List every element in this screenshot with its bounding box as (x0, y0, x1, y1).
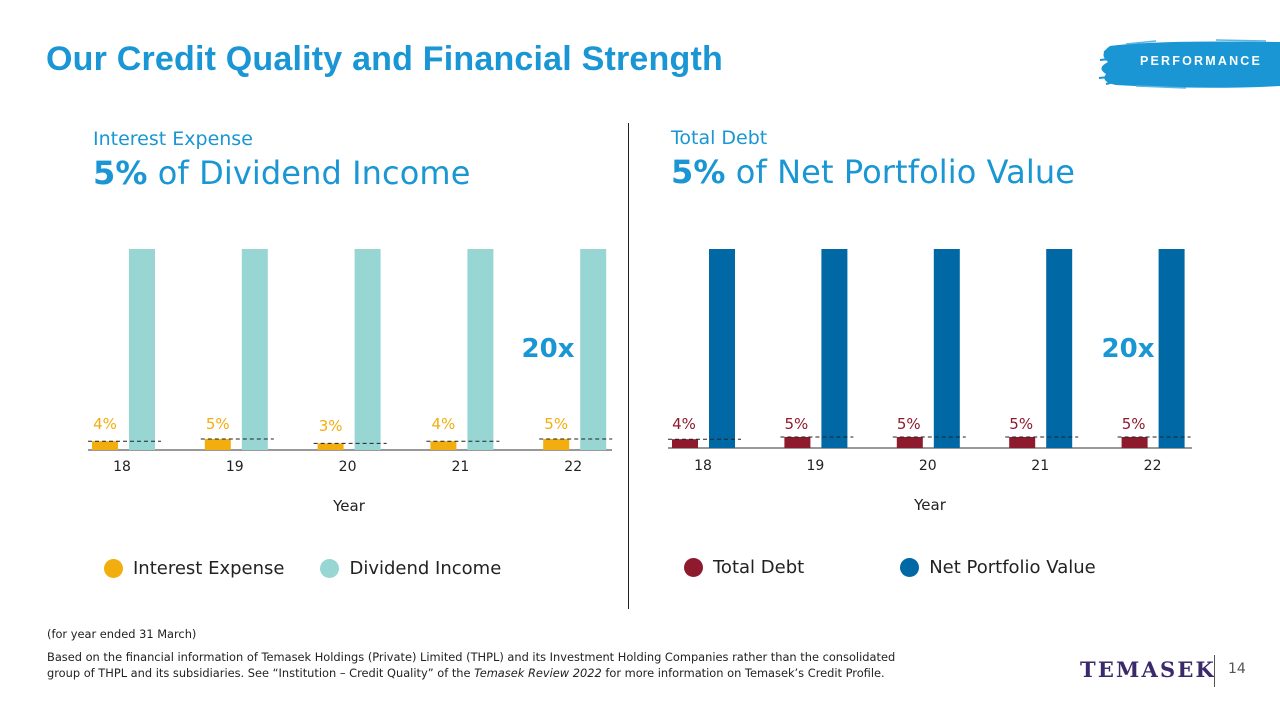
legend-item-interest-expense: Interest Expense (104, 558, 284, 579)
section-badge-label: PERFORMANCE (1139, 54, 1263, 68)
bar-interest-expense (204, 439, 231, 450)
bar-interest-expense (317, 443, 344, 450)
bar-net-portfolio-value (709, 249, 735, 448)
left-headline-text: of Dividend Income (147, 154, 471, 192)
dividend-income-swatch-icon (320, 559, 340, 578)
x-tick-label: 21 (1031, 458, 1049, 474)
legend-label: Dividend Income (349, 558, 502, 579)
x-tick-label: 19 (226, 459, 244, 475)
bar-total-debt (784, 437, 811, 448)
x-tick-label: 18 (694, 458, 712, 474)
bar-net-portfolio-value (1046, 249, 1073, 448)
ratio-annotation: 20x (1102, 334, 1155, 364)
data-label: 3% (319, 417, 343, 435)
footnote-basis-line2a: group of THPL and its subsidiaries. See … (47, 666, 475, 680)
footnote-basis-line1: Based on the financial information of Te… (47, 650, 896, 664)
x-tick-label: 19 (806, 458, 824, 474)
legend-label: Net Portfolio Value (929, 557, 1096, 578)
right-headline-percent: 5% (671, 153, 726, 191)
bar-total-debt (896, 437, 923, 448)
right-panel-headline: 5% of Net Portfolio Value (671, 153, 1075, 191)
data-label: 4% (672, 415, 696, 433)
data-label: 5% (544, 415, 568, 433)
brush-stroke-icon (1098, 39, 1280, 89)
bar-net-portfolio-value (933, 249, 960, 448)
data-label: 4% (432, 415, 456, 433)
bar-interest-expense (92, 441, 118, 450)
legend-item-total-debt: Total Debt (684, 557, 804, 578)
total-debt-swatch-icon (684, 558, 703, 577)
left-headline-percent: 5% (93, 154, 148, 192)
page-number: 14 (1228, 661, 1246, 677)
right-legend: Total Debt Net Portfolio Value (684, 557, 1096, 578)
right-headline-text: of Net Portfolio Value (725, 153, 1076, 191)
bar-dividend-income (580, 249, 607, 450)
bar-net-portfolio-value (821, 249, 848, 448)
legend-label: Interest Expense (133, 558, 285, 579)
footnote-basis: Based on the financial information of Te… (47, 649, 895, 681)
bar-total-debt (672, 439, 698, 448)
bar-dividend-income (467, 249, 494, 450)
data-label: 5% (1009, 415, 1033, 433)
bar-dividend-income (129, 249, 155, 450)
section-badge: PERFORMANCE (1096, 38, 1280, 90)
bar-total-debt (1009, 437, 1036, 448)
bar-interest-expense (430, 441, 457, 450)
x-axis-title: Year (913, 496, 947, 514)
bar-dividend-income (241, 249, 268, 450)
x-tick-label: 22 (1144, 458, 1162, 474)
legend-label: Total Debt (713, 557, 805, 578)
net-portfolio-value-swatch-icon (900, 558, 920, 577)
legend-item-dividend-income: Dividend Income (320, 558, 501, 579)
x-tick-label: 18 (113, 459, 131, 475)
x-axis-title: Year (332, 497, 366, 515)
x-tick-label: 20 (919, 458, 937, 474)
left-legend: Interest Expense Dividend Income (104, 558, 501, 579)
x-tick-label: 21 (451, 459, 469, 475)
footnote-basis-italic: Temasek Review 2022 (474, 666, 602, 680)
data-label: 4% (93, 415, 117, 433)
right-panel-subtitle: Total Debt (671, 127, 768, 149)
x-tick-label: 22 (564, 459, 582, 475)
left-panel-headline: 5% of Dividend Income (93, 154, 471, 192)
footnote-period: (for year ended 31 March) (47, 627, 197, 641)
slide-title: Our Credit Quality and Financial Strengt… (46, 40, 723, 78)
data-label: 5% (785, 415, 809, 433)
legend-item-net-portfolio-value: Net Portfolio Value (900, 557, 1096, 578)
interest-expense-swatch-icon (104, 559, 123, 578)
bar-total-debt (1121, 437, 1148, 448)
logo-divider (1214, 655, 1215, 687)
x-tick-label: 20 (339, 459, 357, 475)
data-label: 5% (897, 415, 921, 433)
footnote-basis-line2b: for more information on Temasek’s Credit… (601, 666, 885, 680)
bar-net-portfolio-value (1158, 249, 1185, 448)
data-label: 5% (206, 415, 230, 433)
panel-divider (628, 123, 629, 609)
left-panel-subtitle: Interest Expense (93, 128, 253, 150)
temasek-logo: TEMASEK (1080, 657, 1216, 682)
data-label: 5% (1122, 415, 1146, 433)
ratio-annotation: 20x (522, 334, 575, 364)
bar-interest-expense (543, 439, 570, 450)
bar-dividend-income (354, 249, 381, 450)
